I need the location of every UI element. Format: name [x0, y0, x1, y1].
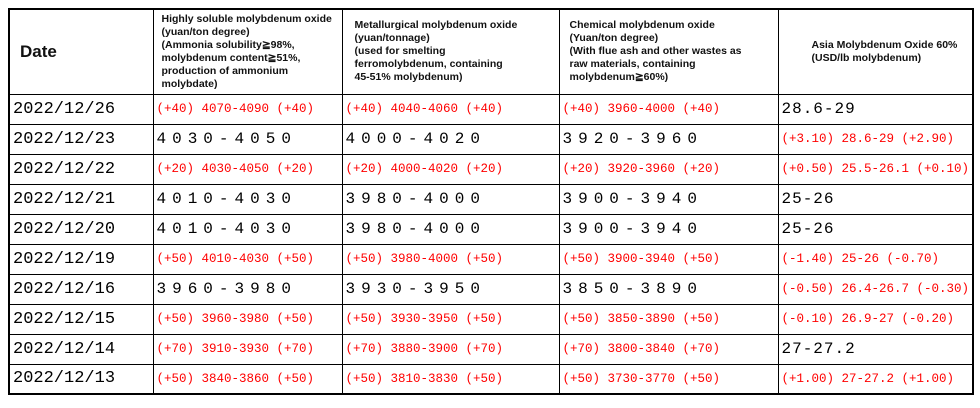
date-cell: 2022/12/14: [8, 333, 154, 365]
table-row: 2022/12/19 (+50) 4010-4030 (+50) (+50) 3…: [8, 243, 974, 275]
price-cell-asia: 27-27.2: [777, 333, 974, 365]
column-header-asia-oxide: Asia Molybdenum Oxide 60% (USD/lb molybd…: [777, 8, 974, 95]
price-cell-chemical: 3900-3940: [558, 183, 779, 215]
table-row: 2022/12/14 (+70) 3910-3930 (+70) (+70) 3…: [8, 333, 974, 365]
price-cell-chemical: 3900-3940: [558, 213, 779, 245]
price-cell-asia: 28.6-29: [777, 93, 974, 125]
column-header-metallurgical-oxide: Metallurgical molybdenum oxide (yuan/ton…: [341, 8, 560, 95]
price-cell-chemical: 3920-3960: [558, 123, 779, 155]
date-cell: 2022/12/22: [8, 153, 154, 185]
price-cell-asia: (+1.00) 27-27.2 (+1.00): [777, 363, 974, 395]
price-cell-highly-soluble: (+70) 3910-3930 (+70): [152, 333, 343, 365]
price-cell-highly-soluble: 3960-3980: [152, 273, 343, 305]
price-cell-metallurgical: 3980-4000: [341, 213, 560, 245]
price-cell-asia: 25-26: [777, 213, 974, 245]
price-cell-asia: (-0.50) 26.4-26.7 (-0.30): [777, 273, 974, 305]
price-cell-chemical: (+50) 3900-3940 (+50): [558, 243, 779, 275]
date-cell: 2022/12/21: [8, 183, 154, 215]
price-cell-metallurgical: (+20) 4000-4020 (+20): [341, 153, 560, 185]
price-cell-highly-soluble: (+40) 4070-4090 (+40): [152, 93, 343, 125]
table-row: 2022/12/26 (+40) 4070-4090 (+40) (+40) 4…: [8, 93, 974, 125]
price-cell-chemical: (+50) 3730-3770 (+50): [558, 363, 779, 395]
price-cell-metallurgical: (+50) 3810-3830 (+50): [341, 363, 560, 395]
price-cell-metallurgical: (+50) 3980-4000 (+50): [341, 243, 560, 275]
date-cell: 2022/12/16: [8, 273, 154, 305]
price-cell-chemical: (+40) 3960-4000 (+40): [558, 93, 779, 125]
header-row: Date Highly soluble molybdenum oxide (yu…: [8, 8, 974, 95]
price-cell-chemical: 3850-3890: [558, 273, 779, 305]
date-column-header: Date: [8, 8, 154, 95]
price-cell-metallurgical: (+40) 4040-4060 (+40): [341, 93, 560, 125]
price-cell-chemical: (+50) 3850-3890 (+50): [558, 303, 779, 335]
date-cell: 2022/12/20: [8, 213, 154, 245]
price-cell-metallurgical: (+70) 3880-3900 (+70): [341, 333, 560, 365]
price-cell-highly-soluble: (+50) 4010-4030 (+50): [152, 243, 343, 275]
table-row: 2022/12/22 (+20) 4030-4050 (+20) (+20) 4…: [8, 153, 974, 185]
price-cell-asia: (-0.10) 26.9-27 (-0.20): [777, 303, 974, 335]
table-row: 2022/12/16 3960-3980 3930-3950 3850-3890…: [8, 273, 974, 305]
table-row: 2022/12/21 4010-4030 3980-4000 3900-3940…: [8, 183, 974, 215]
date-cell: 2022/12/26: [8, 93, 154, 125]
table-row: 2022/12/23 4030-4050 4000-4020 3920-3960…: [8, 123, 974, 155]
date-cell: 2022/12/19: [8, 243, 154, 275]
price-cell-highly-soluble: (+20) 4030-4050 (+20): [152, 153, 343, 185]
column-header-chemical-oxide: Chemical molybdenum oxide (Yuan/ton degr…: [558, 8, 779, 95]
price-cell-chemical: (+20) 3920-3960 (+20): [558, 153, 779, 185]
column-header-highly-soluble-oxide: Highly soluble molybdenum oxide (yuan/to…: [152, 8, 343, 95]
price-cell-metallurgical: 3930-3950: [341, 273, 560, 305]
table-row: 2022/12/15 (+50) 3960-3980 (+50) (+50) 3…: [8, 303, 974, 335]
price-cell-highly-soluble: 4030-4050: [152, 123, 343, 155]
table-row: 2022/12/13 (+50) 3840-3860 (+50) (+50) 3…: [8, 363, 974, 395]
price-cell-asia: (+3.10) 28.6-29 (+2.90): [777, 123, 974, 155]
price-cell-metallurgical: (+50) 3930-3950 (+50): [341, 303, 560, 335]
price-cell-chemical: (+70) 3800-3840 (+70): [558, 333, 779, 365]
price-cell-metallurgical: 4000-4020: [341, 123, 560, 155]
date-cell: 2022/12/15: [8, 303, 154, 335]
date-cell: 2022/12/13: [8, 363, 154, 395]
price-cell-asia: (-1.40) 25-26 (-0.70): [777, 243, 974, 275]
price-cell-highly-soluble: 4010-4030: [152, 183, 343, 215]
date-cell: 2022/12/23: [8, 123, 154, 155]
price-cell-metallurgical: 3980-4000: [341, 183, 560, 215]
price-cell-asia: 25-26: [777, 183, 974, 215]
table-row: 2022/12/20 4010-4030 3980-4000 3900-3940…: [8, 213, 974, 245]
price-cell-highly-soluble: (+50) 3960-3980 (+50): [152, 303, 343, 335]
molybdenum-price-table: Date Highly soluble molybdenum oxide (yu…: [8, 8, 974, 395]
price-cell-highly-soluble: 4010-4030: [152, 213, 343, 245]
price-cell-highly-soluble: (+50) 3840-3860 (+50): [152, 363, 343, 395]
price-cell-asia: (+0.50) 25.5-26.1 (+0.10): [777, 153, 974, 185]
